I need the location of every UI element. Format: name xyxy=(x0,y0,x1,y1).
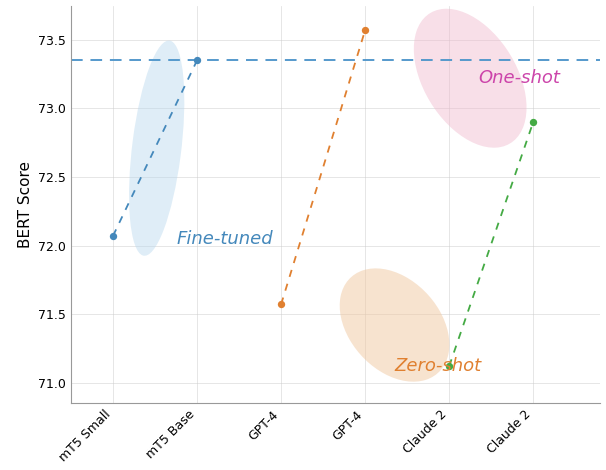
Ellipse shape xyxy=(340,268,450,382)
Ellipse shape xyxy=(129,40,184,256)
Text: Zero-shot: Zero-shot xyxy=(395,357,482,375)
Point xyxy=(444,362,454,370)
Y-axis label: BERT Score: BERT Score xyxy=(18,161,33,248)
Point xyxy=(192,57,202,64)
Ellipse shape xyxy=(414,9,527,148)
Point xyxy=(528,118,538,126)
Text: One-shot: One-shot xyxy=(479,69,561,87)
Point xyxy=(361,26,370,34)
Point xyxy=(108,232,118,240)
Text: Fine-tuned: Fine-tuned xyxy=(176,230,273,248)
Point xyxy=(276,301,286,308)
